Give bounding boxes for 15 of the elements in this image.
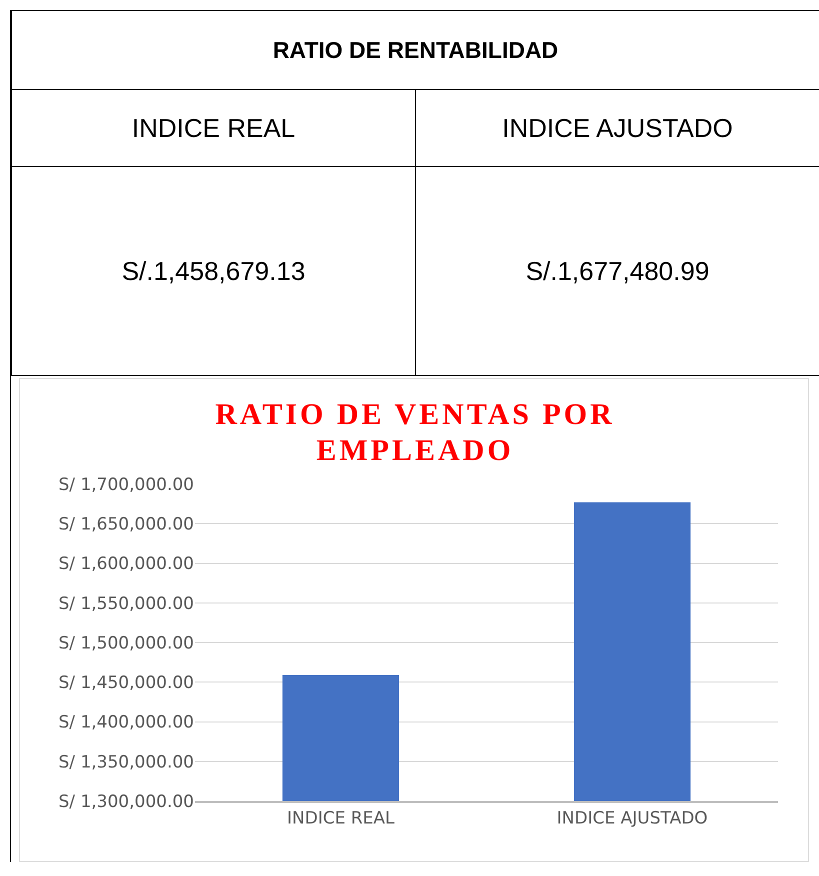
text: S/.1,458,679.13 xyxy=(12,166,416,376)
y-tick-label: S/ 1,700,000.00 xyxy=(58,474,194,495)
chart-title: RATIO DE VENTAS POR EMPLEADO xyxy=(214,397,616,469)
y-tick-label: S/ 1,500,000.00 xyxy=(58,633,194,654)
y-tick-label: S/ 1,450,000.00 xyxy=(58,673,194,694)
y-tick-label: S/ 1,350,000.00 xyxy=(58,752,194,772)
y-tick-label: S/ 1,300,000.00 xyxy=(58,792,194,812)
text: INDICE AJUSTADO xyxy=(416,90,819,166)
text: S/.1,677,480.99 xyxy=(416,166,819,376)
text: RATIO DE RENTABILIDAD xyxy=(12,10,819,90)
text: INDICE REAL xyxy=(12,90,416,166)
y-tick-label: S/ 1,600,000.00 xyxy=(58,554,194,574)
y-tick-label: S/ 1,400,000.00 xyxy=(58,712,194,733)
y-tick-label: S/ 1,650,000.00 xyxy=(58,514,194,535)
y-tick-label: S/ 1,550,000.00 xyxy=(58,594,194,614)
